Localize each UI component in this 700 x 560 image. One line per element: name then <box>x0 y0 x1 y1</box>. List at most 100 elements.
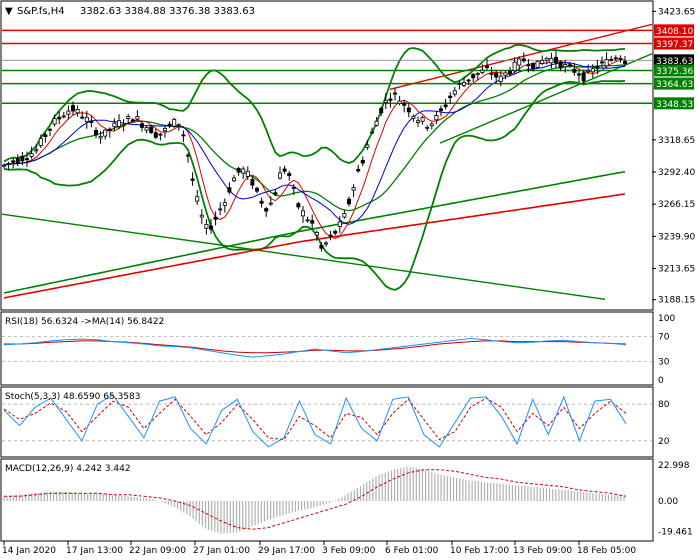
candle-body <box>609 59 614 61</box>
candle-body <box>250 179 255 186</box>
candle-body <box>34 149 39 152</box>
candle-body <box>241 168 246 174</box>
time-tick-label: 13 Feb 09:00 <box>513 546 572 556</box>
level-label-box <box>654 54 694 67</box>
candle-body <box>71 105 76 112</box>
candle-body <box>567 64 572 67</box>
candle-body <box>369 131 374 134</box>
candle-body <box>6 162 11 165</box>
candle-body <box>287 173 292 176</box>
candle-body <box>577 73 582 76</box>
level-label-text: 3383.63 <box>656 57 693 67</box>
candle-body <box>305 219 310 222</box>
candle-body <box>264 208 269 212</box>
level-label-text: 3397.37 <box>656 40 693 50</box>
candle-body <box>535 60 540 68</box>
macd-indicator: 22.998 0.00 -19.461 <box>3 461 693 537</box>
candle-body <box>549 57 554 64</box>
candle-body <box>604 59 609 67</box>
price-tick-label: 3292.40 <box>658 168 695 178</box>
level-label-box <box>654 24 694 37</box>
candle-body <box>98 136 103 139</box>
trend-lines[interactable] <box>1 23 653 300</box>
candle-body <box>24 158 29 161</box>
time-tick-label: 18 Feb 05:00 <box>577 546 636 556</box>
ma-fast-line <box>3 59 626 240</box>
rsi-tick-label: 70 <box>658 333 670 343</box>
time-tick-label: 3 Feb 09:00 <box>322 546 376 556</box>
candle-body <box>310 220 315 224</box>
candle-body <box>540 60 545 64</box>
candle-body <box>66 110 71 115</box>
rsi-tick-label: 30 <box>658 357 670 367</box>
price-tick-label: 3423.65 <box>658 7 695 17</box>
candle-body <box>448 95 453 99</box>
candle-body <box>600 61 605 64</box>
candle-body <box>15 158 20 164</box>
trend-line-descending <box>1 213 606 300</box>
candle-body <box>195 196 200 202</box>
long-ma-red <box>3 193 626 299</box>
candle-body <box>480 69 485 73</box>
candle-body <box>411 116 416 119</box>
stoch-main-line <box>3 394 627 448</box>
candle-body <box>443 104 448 108</box>
bollinger-bands <box>3 43 626 299</box>
candle-body <box>572 68 577 73</box>
long-ma-green <box>3 170 626 294</box>
symbol-label: S&P.fs,H4 <box>17 6 65 17</box>
price-candles <box>2 50 628 252</box>
candle-body <box>107 128 112 131</box>
level-label-box <box>654 64 694 77</box>
candle-body <box>374 120 379 126</box>
candle-body <box>558 61 563 69</box>
candle-body <box>586 69 591 73</box>
candle-body <box>153 132 158 138</box>
price-tick-label: 3318.65 <box>658 136 695 146</box>
candle-body <box>581 72 586 82</box>
candle-body <box>438 108 443 112</box>
rsi-tick-label: 100 <box>658 314 675 324</box>
candle-body <box>52 118 57 125</box>
candle-body <box>139 123 144 128</box>
candle-body <box>204 224 209 229</box>
symbol-triangle-icon: ▼ <box>5 6 13 17</box>
rsi-pane-frame <box>0 311 654 386</box>
bollinger-upper <box>3 43 626 164</box>
stoch-tick-label: 80 <box>658 400 670 410</box>
level-label-text: 3375.36 <box>656 67 693 77</box>
trend-line-lower-channel <box>439 53 653 144</box>
candle-body <box>84 116 89 123</box>
rsi-tick-label: 0 <box>658 376 664 386</box>
candle-body <box>471 73 476 79</box>
candle-body <box>231 177 236 182</box>
candle-body <box>351 187 356 191</box>
candle-body <box>544 57 549 61</box>
level-label-text: 3348.53 <box>656 100 693 110</box>
candle-body <box>29 153 34 157</box>
candle-body <box>425 126 430 129</box>
candle-body <box>245 170 250 177</box>
candle-body <box>526 64 531 67</box>
candle-body <box>466 79 471 82</box>
candle-body <box>360 160 365 164</box>
candle-body <box>406 107 411 113</box>
bollinger-middle <box>3 64 626 212</box>
stoch-tick-label: 20 <box>658 437 670 447</box>
candle-body <box>158 133 163 136</box>
candle-body <box>328 234 333 237</box>
level-label-text: 3408.10 <box>656 27 693 37</box>
macd-title: MACD(12,26,9) 4.242 3.442 <box>5 464 131 474</box>
candle-body <box>402 102 407 106</box>
candle-body <box>489 73 494 75</box>
candle-body <box>277 172 282 179</box>
candle-body <box>498 75 503 82</box>
time-tick-label: 22 Jan 09:00 <box>129 546 186 556</box>
candle-body <box>300 210 305 217</box>
candle-body <box>149 126 154 134</box>
candle-body <box>162 127 167 132</box>
candle-body <box>199 214 204 218</box>
macd-tick-label: -19.461 <box>658 527 693 537</box>
